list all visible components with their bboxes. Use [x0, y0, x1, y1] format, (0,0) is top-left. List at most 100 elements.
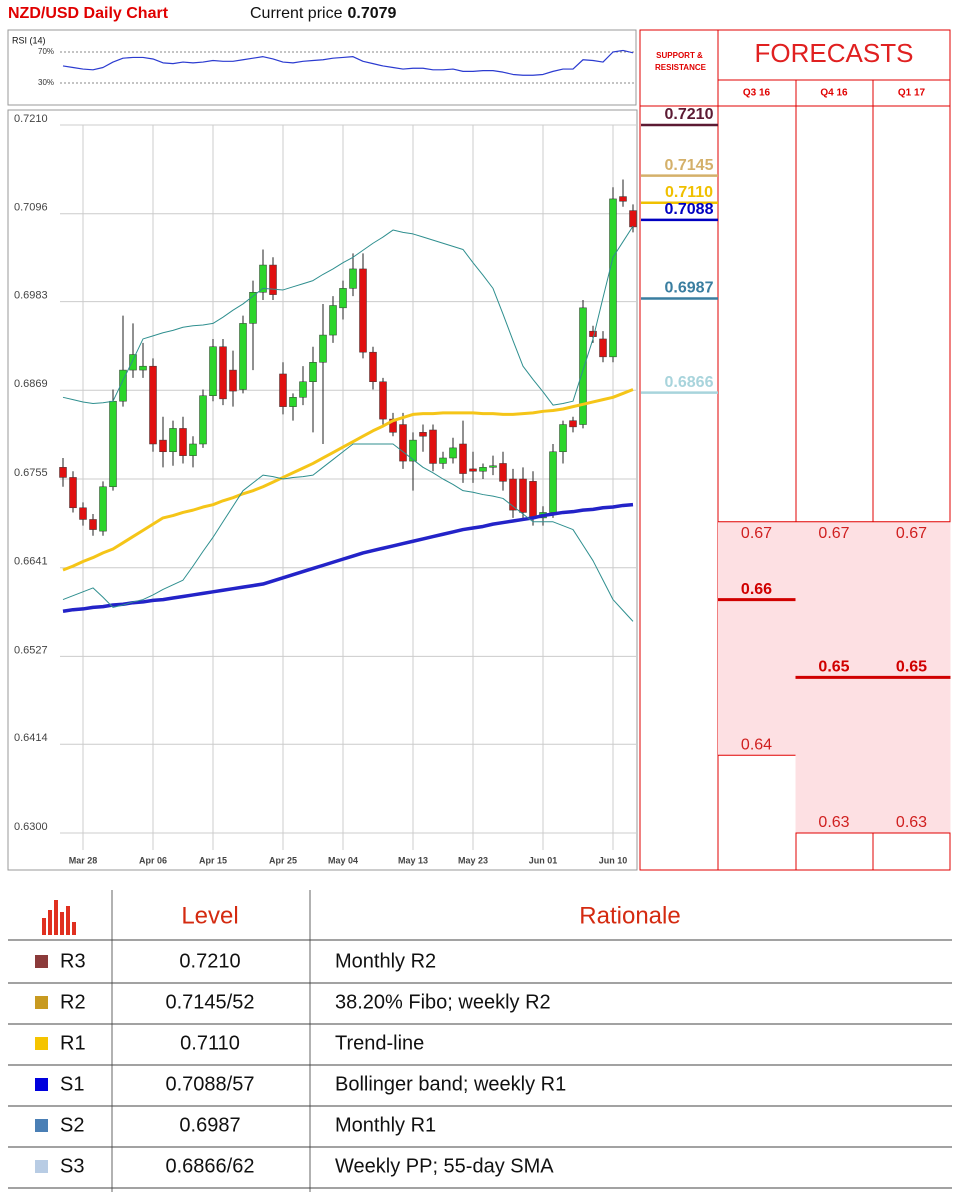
level-label: 0.6987	[665, 280, 714, 297]
y-tick-label: 0.6869	[14, 378, 48, 390]
y-tick-label: 0.6983	[14, 290, 48, 302]
candle-body	[239, 323, 247, 390]
forecast-median-label: 0.65	[818, 659, 849, 676]
y-tick-label: 0.7096	[14, 202, 48, 214]
candle-body	[419, 432, 427, 437]
candle-body	[309, 362, 317, 382]
row-level: 0.7088/57	[166, 1073, 255, 1095]
y-tick-label: 0.7210	[14, 113, 48, 125]
candle-body	[59, 467, 67, 478]
candle-body	[369, 351, 377, 382]
candle-body	[399, 424, 407, 462]
row-code: S3	[60, 1155, 84, 1177]
rsi-frame	[7, 29, 637, 106]
x-tick-label: Apr 25	[269, 855, 297, 865]
row-rationale: Bollinger band; weekly R1	[335, 1073, 566, 1095]
x-tick-label: May 04	[328, 855, 358, 865]
candle-body	[189, 443, 197, 456]
line-series	[62, 443, 634, 622]
x-tick-label: Jun 10	[599, 855, 628, 865]
candle-body	[229, 369, 237, 392]
forecast-low-label: 0.63	[896, 814, 927, 831]
row-level: 0.7145/52	[166, 991, 255, 1013]
row-rationale: Weekly PP; 55-day SMA	[335, 1155, 554, 1177]
candle-body	[319, 334, 327, 363]
x-tick-label: May 13	[398, 855, 428, 865]
candle-body	[299, 381, 307, 398]
table-header: Level	[181, 902, 238, 929]
forecast-title: FORECASTS	[755, 38, 914, 68]
y-tick-label: 0.6414	[14, 732, 48, 744]
candle-body	[89, 519, 97, 530]
candle-body	[359, 268, 367, 353]
level-label: 0.7088	[665, 201, 714, 218]
candle-body	[619, 196, 627, 202]
icon-bar	[66, 906, 70, 935]
candle-body	[69, 477, 77, 509]
candle-body	[469, 468, 477, 472]
row-code: R3	[60, 950, 86, 972]
candle-body	[439, 457, 447, 464]
row-rationale: Monthly R2	[335, 950, 436, 972]
candle-body	[279, 373, 287, 407]
x-tick-label: Mar 28	[69, 855, 98, 865]
line-series	[62, 388, 634, 572]
candle-body	[129, 354, 137, 371]
level-label: 0.7110	[665, 184, 713, 201]
forecast-high-label: 0.67	[896, 525, 927, 542]
candle-body	[139, 365, 147, 371]
candle-body	[499, 463, 507, 482]
y-tick-label: 0.6300	[14, 821, 48, 833]
swatch	[35, 996, 48, 1009]
forecast-low-label: 0.63	[818, 814, 849, 831]
row-code: R2	[60, 991, 86, 1013]
candle-body	[79, 507, 87, 520]
candle-body	[109, 400, 117, 488]
candle-body	[159, 439, 167, 453]
candle-body	[449, 447, 457, 459]
current-price-label: Current price	[250, 5, 343, 22]
icon-bar	[54, 900, 58, 935]
candle-body	[529, 481, 537, 519]
candle-body	[509, 478, 517, 511]
candle-body	[349, 268, 357, 289]
line-series	[62, 225, 634, 406]
sr-title-box: SUPPORT & RESISTANCE	[655, 51, 706, 72]
forecast-median-label: 0.66	[741, 581, 772, 598]
icon-bar	[48, 910, 52, 935]
candle-body	[119, 369, 127, 402]
x-tick-label: Apr 15	[199, 855, 227, 865]
level-label: 0.6866	[665, 374, 714, 391]
candle-body	[269, 264, 277, 295]
row-rationale: Trend-line	[335, 1032, 424, 1054]
row-code: S2	[60, 1114, 84, 1136]
candle-body	[589, 330, 597, 337]
candle-body	[409, 439, 417, 462]
row-rationale: 38.20% Fibo; weekly R2	[335, 991, 551, 1013]
x-tick-label: May 23	[458, 855, 488, 865]
candle-body	[459, 443, 467, 474]
candle-body	[339, 288, 347, 309]
candle-body	[379, 381, 387, 420]
sr-title: SUPPORT & RESISTANCE	[655, 51, 706, 72]
swatch	[35, 1119, 48, 1132]
table-header: Rationale	[579, 902, 680, 929]
level-label: 0.7145	[665, 157, 714, 174]
candle-body	[479, 467, 487, 472]
forecast-range	[718, 521, 796, 756]
swatch	[35, 1078, 48, 1091]
candle-body	[569, 420, 577, 428]
candle-body	[579, 307, 587, 425]
current-price-value: 0.7079	[347, 5, 396, 22]
swatch	[35, 1160, 48, 1173]
candle-body	[179, 428, 187, 456]
candle-body	[169, 428, 177, 453]
candle-body	[199, 395, 207, 445]
y-tick-label: 0.6527	[14, 644, 48, 656]
x-tick-label: Jun 01	[529, 855, 558, 865]
row-level: 0.6866/62	[166, 1155, 255, 1177]
row-code: S1	[60, 1073, 84, 1095]
forecast-median-label: 0.65	[896, 659, 927, 676]
swatch	[35, 1037, 48, 1050]
